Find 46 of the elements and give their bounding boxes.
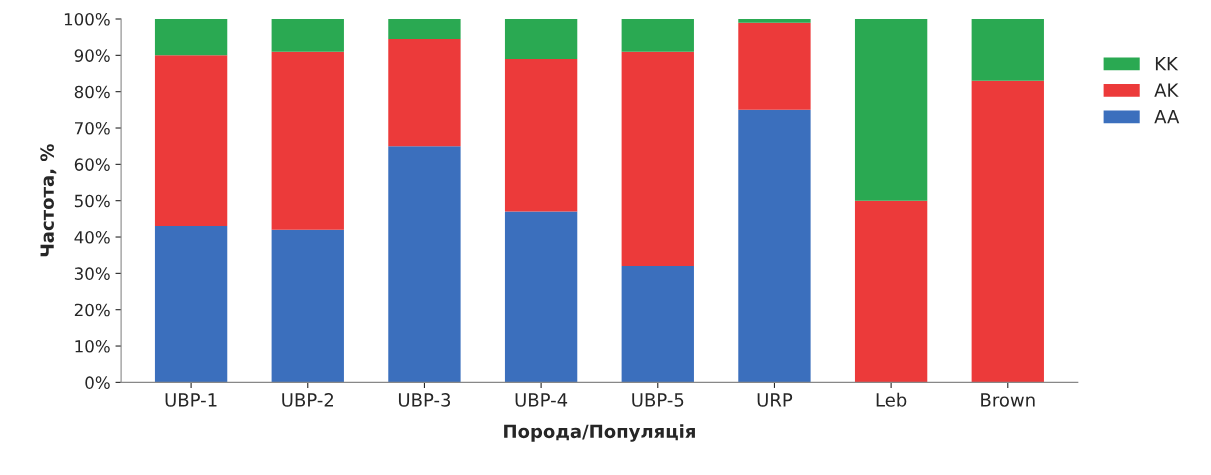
bar [621,266,694,383]
bar [271,229,344,383]
bar [388,38,461,147]
x-tick-label: UBP-3 [398,393,451,407]
bar [621,19,694,52]
legend-label: AA [1154,110,1180,124]
x-tick-label: UBP-2 [282,393,334,407]
y-tick-label: 40% [74,230,110,244]
y-axis-title: Частота, % [40,144,57,257]
bar [154,55,228,227]
y-tick-label: 70% [75,121,110,135]
bar [738,19,811,23]
bar [504,58,578,212]
bar [971,19,1044,81]
bar [271,51,344,230]
bar [738,22,811,110]
x-tick-label: URP [757,393,793,407]
y-tick-label: 0% [85,376,110,389]
y-tick-label: 20% [74,303,110,317]
y-tick-label: 30% [74,267,110,280]
y-tick-label: 10% [75,340,110,353]
legend-label: KK [1155,56,1179,71]
bar [854,200,928,383]
bar [504,19,578,59]
x-tick-label: UBP-1 [165,393,217,407]
y-tick-label: 50% [74,194,110,208]
x-tick-label: Leb [876,392,907,407]
x-tick-label: UBP-5 [632,393,684,407]
bar [154,226,228,383]
x-tick-label: UBP-4 [515,393,568,407]
y-tick-label: 100% [64,12,110,26]
bar [154,19,228,56]
bar [504,211,578,383]
legend-label: AK [1154,83,1179,97]
y-tick-label: 80% [74,85,110,99]
bar [738,109,811,383]
bar [388,146,461,383]
y-tick-label: 60% [74,158,110,171]
x-tick-label: Brown [981,393,1035,407]
x-axis-title: Порода/Популяція [504,424,695,442]
bar [271,19,344,52]
bar [971,80,1044,383]
bar [854,19,928,201]
y-tick-label: 90% [74,49,110,62]
bar [621,51,694,267]
bar [388,19,461,39]
